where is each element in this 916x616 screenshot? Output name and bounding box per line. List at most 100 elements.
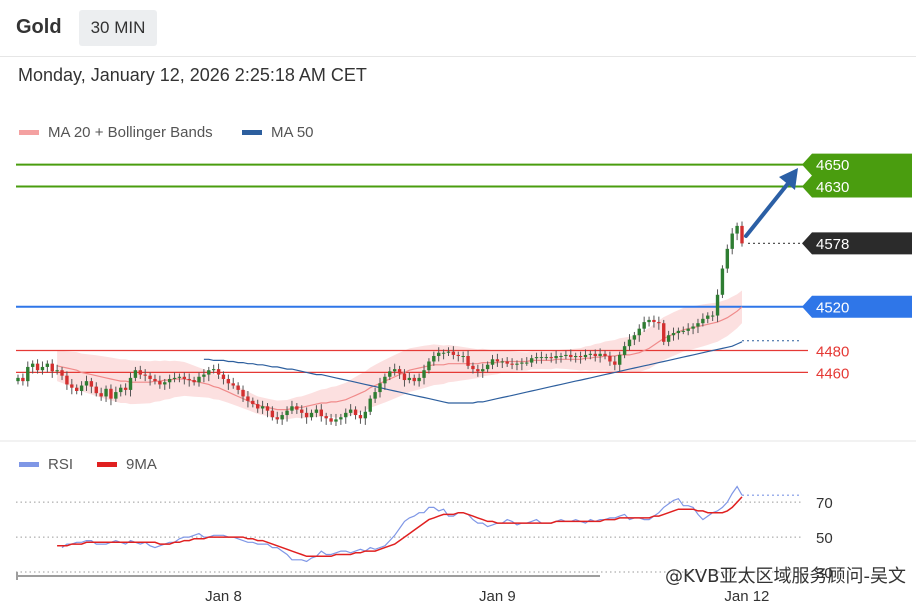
candle-body	[300, 409, 304, 413]
candle-body	[554, 356, 558, 359]
candle-body	[598, 353, 602, 357]
candle-body	[353, 409, 358, 416]
candle-body	[104, 388, 108, 397]
level-tag-bg	[802, 175, 912, 198]
candle-body	[363, 411, 368, 419]
candle-body	[309, 412, 314, 418]
candle-body	[373, 392, 377, 399]
candle-body	[197, 376, 201, 383]
level-tag-4578: 4578	[802, 232, 912, 255]
candle-body	[192, 380, 196, 383]
candle-body	[608, 356, 612, 362]
candle-body	[500, 361, 504, 363]
candle-body	[622, 346, 627, 355]
level-tag-bg	[802, 153, 912, 176]
candle-body	[588, 353, 593, 355]
candle-body	[412, 377, 416, 382]
candle-body	[368, 398, 372, 412]
candle-body	[207, 370, 211, 375]
candle-body	[133, 370, 138, 378]
candle-body	[432, 356, 436, 362]
candle-body	[265, 406, 270, 411]
candle-body	[593, 353, 597, 357]
level-tag-4520: 4520	[802, 295, 912, 318]
candle-body	[544, 357, 549, 359]
chart-panel	[0, 56, 916, 616]
candle-body	[720, 268, 725, 295]
candle-body	[211, 369, 216, 371]
candle-body	[285, 410, 289, 416]
legend-swatch-rsi	[19, 462, 39, 467]
candle-body	[231, 383, 235, 386]
bollinger-band-area	[57, 290, 743, 420]
level-tag-text: 4630	[816, 179, 849, 196]
legend-ma20-bollinger: MA 20 + Bollinger Bands	[19, 124, 213, 141]
candle-body	[618, 354, 622, 365]
candle-body	[710, 315, 715, 317]
instrument-name: Gold	[16, 16, 62, 38]
candle-body	[647, 319, 651, 323]
x-tick-label: Jan 8	[205, 588, 242, 605]
candle-body	[280, 415, 284, 420]
timeframe-button[interactable]: 30 MIN	[79, 10, 157, 46]
candle-body	[109, 388, 113, 399]
candle-body	[94, 386, 98, 394]
candle-body	[715, 294, 720, 316]
trend-arrow-head	[779, 168, 798, 190]
candle-body	[422, 370, 426, 378]
candle-body	[495, 359, 500, 362]
candle-body	[344, 412, 348, 418]
rsi-9ma-line	[57, 496, 743, 558]
candle-body	[241, 389, 245, 397]
candle-body	[319, 409, 323, 417]
candle-body	[632, 335, 637, 340]
candle-body	[143, 374, 147, 376]
candle-body	[392, 369, 397, 372]
candle-body	[735, 225, 739, 234]
candle-body	[534, 357, 539, 359]
level-label-4460: 4460	[816, 365, 849, 382]
candle-body	[725, 248, 730, 269]
legend-label-rsi: RSI	[48, 456, 74, 473]
candle-body	[456, 354, 460, 357]
candle-body	[652, 319, 656, 323]
candle-body	[295, 406, 299, 410]
candle-body	[691, 326, 695, 329]
candle-body	[304, 412, 309, 418]
candle-body	[89, 381, 94, 387]
candle-body	[441, 352, 446, 354]
candle-body	[290, 406, 294, 411]
candle-body	[657, 322, 661, 324]
candle-body	[437, 352, 441, 357]
candle-body	[701, 318, 705, 324]
candle-body	[569, 354, 573, 358]
level-tag-bg	[802, 232, 912, 255]
candle-body	[515, 363, 519, 365]
candle-body	[348, 409, 353, 413]
candle-body	[177, 376, 182, 378]
candle-body	[676, 330, 681, 334]
candle-body	[446, 351, 451, 353]
candle-body	[55, 370, 59, 372]
candle-body	[172, 377, 177, 379]
candle-body	[256, 404, 260, 409]
candle-body	[383, 376, 387, 384]
candle-body	[642, 322, 646, 329]
candle-body	[99, 393, 103, 397]
x-tick-label: Jan 12	[724, 588, 769, 605]
rsi-level-label-30: 30	[816, 565, 833, 582]
legend-swatch-ma50	[242, 130, 262, 135]
legend-swatch-ma20	[19, 130, 39, 135]
candle-body	[573, 356, 578, 358]
x-tick-label: Jan 9	[479, 588, 516, 605]
candle-body	[378, 383, 382, 393]
level-tag-4630: 4630	[802, 175, 912, 198]
candle-body	[128, 377, 133, 390]
candle-body	[520, 362, 524, 364]
candle-body	[613, 361, 617, 365]
candle-body	[114, 392, 118, 399]
rsi-level-label-70: 70	[816, 495, 833, 512]
candle-body	[70, 384, 74, 388]
candle-body	[485, 364, 490, 370]
